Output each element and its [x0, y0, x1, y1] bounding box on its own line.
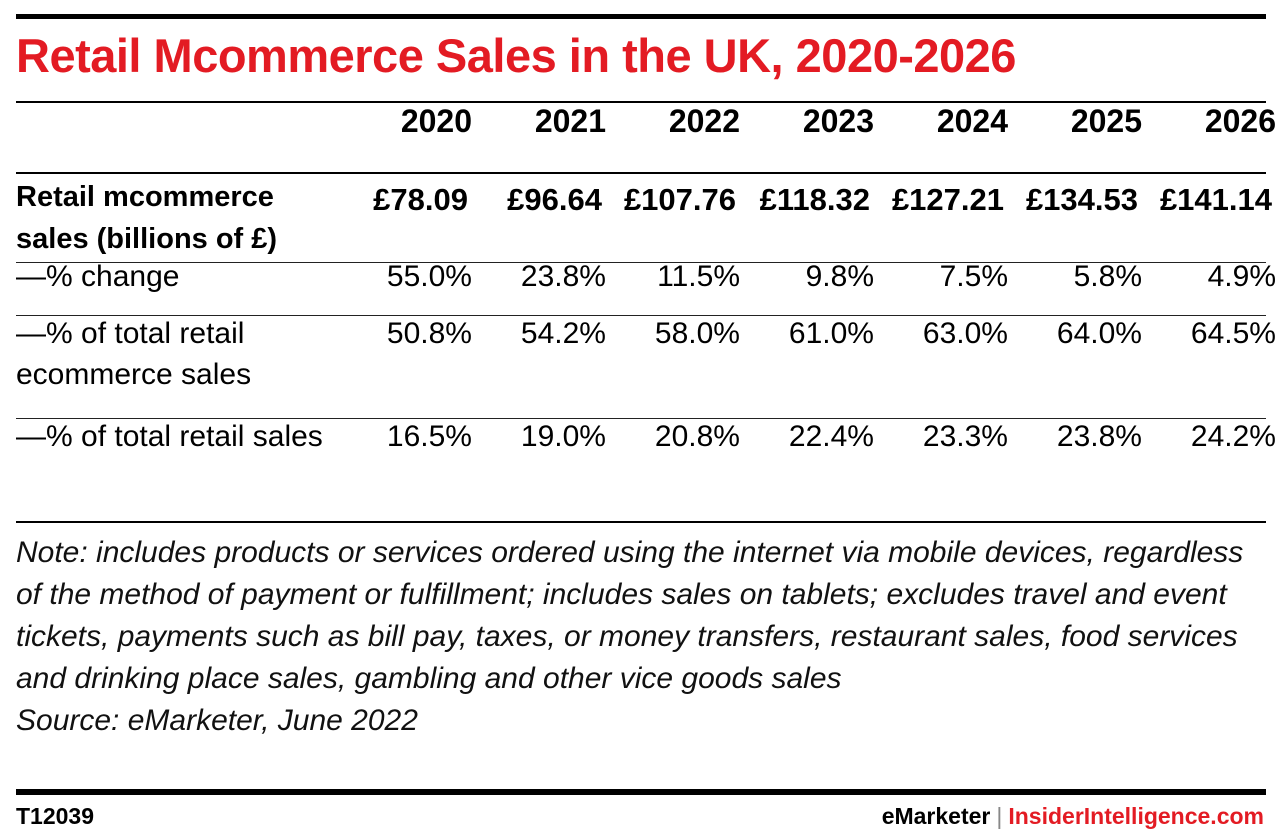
footer-brand: eMarketer | InsiderIntelligence.com — [882, 803, 1264, 830]
note-text: Note: includes products or services orde… — [16, 536, 1244, 695]
row-label: —% of total retail ecommerce sales — [16, 317, 252, 391]
table-cell: 64.5% — [1190, 317, 1276, 350]
header-label-cell — [16, 103, 338, 172]
table-row: —% change 55.0% 23.8% 11.5% 9.8% 7.5% 5.… — [16, 260, 1276, 313]
table-cell: 23.8% — [1056, 420, 1142, 453]
table-cell: 7.5% — [939, 260, 1008, 293]
column-header: 2022 — [668, 103, 740, 139]
row-divider — [16, 262, 1266, 263]
table-cell: 4.9% — [1207, 260, 1276, 293]
table-cell: 22.4% — [788, 420, 874, 453]
table-cell: 23.8% — [520, 260, 606, 293]
table-cell: £78.09 — [373, 182, 468, 217]
footer-rule — [16, 789, 1266, 795]
source-text: Source: eMarketer, June 2022 — [16, 704, 418, 737]
table-row: —% of total retail sales 16.5% 19.0% 20.… — [16, 416, 1276, 519]
table-cell: 64.0% — [1056, 317, 1142, 350]
table-row: —% of total retail ecommerce sales 50.8%… — [16, 313, 1276, 416]
header-divider — [16, 172, 1266, 174]
table-cell: 11.5% — [657, 260, 740, 293]
brand-separator: | — [996, 803, 1003, 829]
table-cell: £107.76 — [623, 182, 736, 217]
brand-emarketer: eMarketer — [881, 803, 991, 829]
table-cell: 24.2% — [1190, 420, 1276, 453]
row-label: —% of total retail sales — [16, 420, 323, 453]
chart-title: Retail Mcommerce Sales in the UK, 2020-2… — [16, 29, 1016, 82]
note-block: Note: includes products or services orde… — [16, 532, 1266, 742]
data-table: 2020 2021 2022 2023 2024 2025 2026 Retai… — [16, 103, 1276, 519]
row-divider — [16, 315, 1266, 316]
header-row: 2020 2021 2022 2023 2024 2025 2026 — [16, 103, 1276, 172]
table-cell: 23.3% — [922, 420, 1008, 453]
table-cell: 63.0% — [922, 317, 1008, 350]
column-header: 2020 — [400, 103, 472, 139]
table-cell: 16.5% — [386, 420, 472, 453]
table-bottom-rule — [16, 521, 1266, 523]
column-header: 2025 — [1070, 103, 1142, 139]
table-row: Retail mcommerce sales (billions of £) £… — [16, 172, 1276, 260]
column-header: 2021 — [534, 103, 606, 139]
table-cell: 55.0% — [386, 260, 472, 293]
title-divider — [16, 101, 1266, 103]
table-cell: 9.8% — [805, 260, 874, 293]
chart-id: T12039 — [16, 803, 95, 829]
table-cell: 61.0% — [788, 317, 874, 350]
table-cell: 58.0% — [654, 317, 740, 350]
row-label: —% change — [16, 260, 180, 293]
row-label: Retail mcommerce sales (billions of £) — [16, 181, 278, 255]
table-cell: £118.32 — [759, 182, 870, 217]
table-cell: 5.8% — [1073, 260, 1142, 293]
row-divider — [16, 418, 1266, 419]
column-header: 2026 — [1204, 103, 1276, 139]
column-header: 2024 — [936, 103, 1008, 139]
table-cell: 50.8% — [386, 317, 472, 350]
column-header: 2023 — [802, 103, 874, 139]
table-cell: £96.64 — [507, 182, 602, 217]
brand-insider-link[interactable]: InsiderIntelligence.com — [1008, 803, 1264, 829]
table-cell: 54.2% — [520, 317, 606, 350]
table-cell: £134.53 — [1025, 182, 1138, 217]
table-cell: 20.8% — [654, 420, 740, 453]
table-cell: £141.14 — [1159, 182, 1272, 217]
table-cell: 19.0% — [520, 420, 606, 453]
table-cell: £127.21 — [891, 182, 1004, 217]
top-rule — [16, 14, 1266, 19]
